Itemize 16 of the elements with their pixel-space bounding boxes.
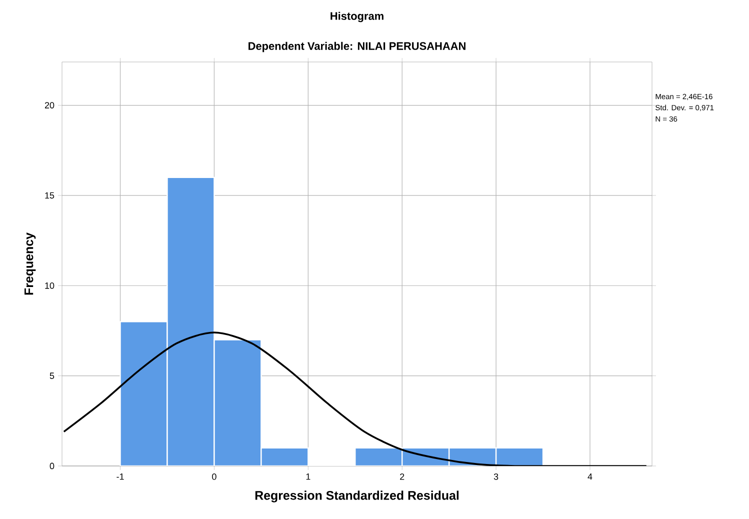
y-tick-label: 20 xyxy=(44,102,54,108)
y-tick-label: 0 xyxy=(50,462,54,470)
line-series xyxy=(62,332,648,466)
y-tick-label: 15 xyxy=(45,192,54,199)
y-tick-label: 5 xyxy=(50,372,54,379)
chart-title: Histogram xyxy=(330,12,384,22)
x-tick-label: 0 xyxy=(212,474,216,480)
x-tick-label: 2 xyxy=(400,474,404,480)
x-axis-title: Regression Standardized Residual xyxy=(255,490,459,502)
x-tick-label: 4 xyxy=(588,474,592,480)
x-tick-label: -1 xyxy=(116,474,124,480)
chart-subtitle: Dependent Variable: NILAI PERUSAHAAN xyxy=(248,42,466,52)
x-tick-label: 3 xyxy=(494,474,498,480)
x-tick-label: 1 xyxy=(306,474,310,480)
y-tick-label: 10 xyxy=(45,282,54,289)
y-axis-title: Frequency xyxy=(24,232,36,295)
